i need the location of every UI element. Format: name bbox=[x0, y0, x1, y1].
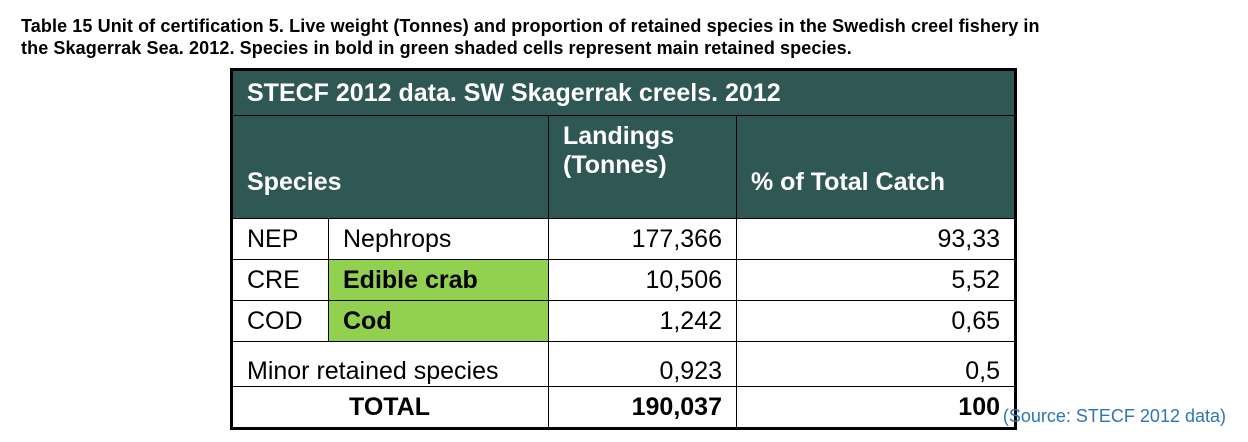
table-banner-row: STECF 2012 data. SW Skagerrak creels. 20… bbox=[230, 69, 1017, 116]
percent-value: 5,52 bbox=[735, 259, 1017, 301]
species-code: NEP bbox=[231, 218, 329, 260]
minor-species-label: Minor retained species bbox=[231, 341, 549, 387]
species-name: Cod bbox=[328, 300, 549, 342]
species-code: COD bbox=[231, 300, 329, 342]
table-row: COD Cod 1,242 0,65 bbox=[231, 300, 1017, 342]
table-row: CRE Edible crab 10,506 5,52 bbox=[231, 259, 1017, 301]
landings-value: 10,506 bbox=[548, 259, 737, 301]
header-landings-line1: Landings bbox=[563, 122, 675, 150]
header-landings: Landings (Tonnes) bbox=[548, 115, 737, 219]
total-label: TOTAL bbox=[231, 386, 549, 429]
table-header-row: Species Landings (Tonnes) % of Total Cat… bbox=[231, 115, 1017, 219]
percent-value: 0,65 bbox=[735, 300, 1017, 342]
total-percent-value: 100 bbox=[735, 386, 1017, 429]
total-row: TOTAL 190,037 100 bbox=[231, 386, 1017, 429]
table-row: NEP Nephrops 177,366 93,33 bbox=[231, 218, 1017, 260]
caption-line-2: the Skagerrak Sea. 2012. Species in bold… bbox=[21, 38, 852, 58]
header-percent: % of Total Catch bbox=[735, 115, 1017, 219]
landings-value: 177,366 bbox=[548, 218, 737, 260]
species-name: Edible crab bbox=[328, 259, 549, 301]
source-note: (Source: STECF 2012 data) bbox=[1002, 406, 1226, 426]
minor-species-row: Minor retained species 0,923 0,5 bbox=[231, 341, 1017, 387]
percent-value: 93,33 bbox=[735, 218, 1017, 260]
species-code: CRE bbox=[231, 259, 329, 301]
catch-table: STECF 2012 data. SW Skagerrak creels. 20… bbox=[230, 68, 1018, 430]
species-name: Nephrops bbox=[328, 218, 549, 260]
total-landings-value: 190,037 bbox=[548, 386, 737, 429]
header-species: Species bbox=[231, 115, 549, 219]
minor-landings-value: 0,923 bbox=[548, 341, 737, 387]
header-landings-line2: (Tonnes) bbox=[563, 151, 667, 179]
table-banner: STECF 2012 data. SW Skagerrak creels. 20… bbox=[230, 69, 1017, 116]
landings-value: 1,242 bbox=[548, 300, 737, 342]
table-caption: Table 15 Unit of certification 5. Live w… bbox=[21, 15, 1236, 59]
caption-line-1: Table 15 Unit of certification 5. Live w… bbox=[21, 16, 1040, 36]
minor-percent-value: 0,5 bbox=[735, 341, 1017, 387]
